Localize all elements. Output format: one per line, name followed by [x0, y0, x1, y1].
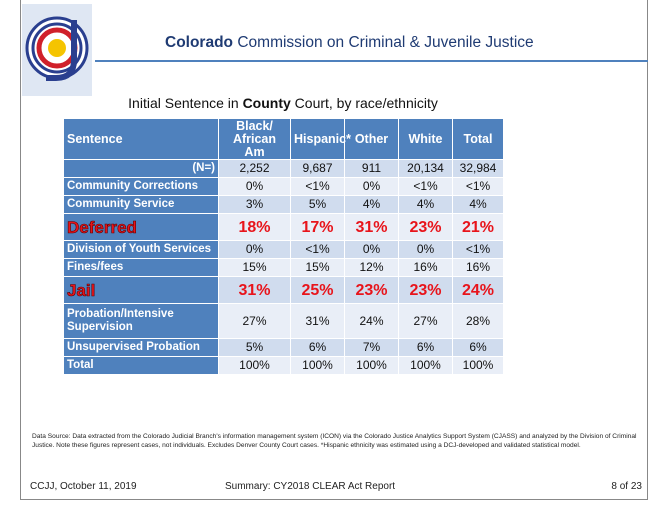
cell: <1%: [452, 240, 504, 259]
cell: 4%: [452, 195, 504, 214]
cell: <1%: [398, 177, 453, 196]
row-label: Fines/fees: [63, 258, 219, 277]
column-header: Sentence: [63, 118, 219, 160]
cell: 3%: [218, 195, 291, 214]
row-label: Jail: [63, 276, 219, 304]
cell: 28%: [452, 303, 504, 339]
table-row: Community Service 3% 5% 4% 4% 4%: [63, 195, 504, 214]
cell: 16%: [398, 258, 453, 277]
footer-left: CCJJ, October 11, 2019: [30, 481, 137, 492]
cell: <1%: [452, 177, 504, 196]
cell: <1%: [290, 177, 345, 196]
title-part: Initial Sentence in: [128, 95, 243, 111]
cell: 31%: [218, 276, 291, 304]
cell: <1%: [290, 240, 345, 259]
header-title-rest: Commission on Criminal & Juvenile Justic…: [237, 34, 534, 51]
header-rule: [95, 60, 648, 62]
table: Sentence Black/ African Am Hispanic* Other W…: [63, 118, 504, 375]
table-row: Community Corrections 0% <1% 0% <1% <1%: [63, 177, 504, 196]
cell: 23%: [398, 213, 453, 241]
cell: 23%: [398, 276, 453, 304]
cell: 6%: [290, 338, 345, 357]
table-row: Probation/Intensive Supervision 27% 31% 24%…: [63, 303, 504, 339]
source-note: Data Source: Data extracted from the Col…: [32, 433, 637, 449]
cell: 4%: [344, 195, 399, 214]
header-row: Sentence Black/ African Am Hispanic* Other W…: [63, 118, 504, 160]
footer-right: 8 of 23: [611, 481, 642, 492]
cell: 100%: [452, 356, 504, 375]
title-part: Court, by race/ethnicity: [290, 95, 438, 111]
table-body: (N=) 2,252 9,687 911 20,134 32,984 Community C…: [63, 159, 504, 375]
row-label: Community Service: [63, 195, 219, 214]
cell: 27%: [398, 303, 453, 339]
cell: 12%: [344, 258, 399, 277]
cell: 20,134: [398, 159, 453, 178]
table-row: Total 100% 100% 100% 100% 100%: [63, 356, 504, 375]
cell: 0%: [218, 177, 291, 196]
column-header: White: [398, 118, 453, 160]
table-row: Deferred 18% 17% 31% 23% 21%: [63, 213, 504, 241]
footer-center: Summary: CY2018 CLEAR Act Report: [225, 481, 396, 492]
cell: 6%: [452, 338, 504, 357]
cell: 6%: [398, 338, 453, 357]
logo-center: [48, 39, 66, 57]
cell: 18%: [218, 213, 291, 241]
slide-frame: [20, 0, 648, 500]
cell: 911: [344, 159, 399, 178]
cell: 15%: [290, 258, 345, 277]
header-title: Colorado Commission on Criminal & Juveni…: [165, 34, 534, 52]
cell: 0%: [398, 240, 453, 259]
cell: 0%: [344, 240, 399, 259]
cell: 100%: [218, 356, 291, 375]
header-title-bold: Colorado: [165, 34, 234, 51]
cell: 7%: [344, 338, 399, 357]
row-label: Community Corrections: [63, 177, 219, 196]
table-row: (N=) 2,252 9,687 911 20,134 32,984: [63, 159, 504, 178]
row-label: Unsupervised Probation: [63, 338, 219, 357]
row-label: Total: [63, 356, 219, 375]
cell: 4%: [398, 195, 453, 214]
cell: 21%: [452, 213, 504, 241]
logo-ring: [31, 22, 83, 74]
cell: 5%: [290, 195, 345, 214]
cell: 27%: [218, 303, 291, 339]
cell: 24%: [452, 276, 504, 304]
cell: 15%: [218, 258, 291, 277]
cell: 2,252: [218, 159, 291, 178]
row-label: Division of Youth Services: [63, 240, 219, 259]
cell: 100%: [290, 356, 345, 375]
table-title: Initial Sentence in County Court, by rac…: [63, 95, 503, 111]
column-header: Black/ African Am: [218, 118, 291, 160]
table-row: Fines/fees 15% 15% 12% 16% 16%: [63, 258, 504, 277]
row-label: Deferred: [63, 213, 219, 241]
cell: 0%: [218, 240, 291, 259]
logo-j: [46, 20, 77, 81]
table-row: Jail 31% 25% 23% 23% 24%: [63, 276, 504, 304]
column-header: Total: [452, 118, 504, 160]
cell: 0%: [344, 177, 399, 196]
cell: 9,687: [290, 159, 345, 178]
table-row: Division of Youth Services 0% <1% 0% 0% <1%: [63, 240, 504, 259]
row-label: (N=): [63, 159, 219, 178]
title-part: County: [242, 95, 291, 111]
cell: 17%: [290, 213, 345, 241]
column-header: Other: [344, 118, 399, 160]
column-header: Hispanic*: [290, 118, 351, 160]
cell: 25%: [290, 276, 345, 304]
cell: 31%: [344, 213, 399, 241]
cell: 23%: [344, 276, 399, 304]
cell: 5%: [218, 338, 291, 357]
cell: 31%: [290, 303, 345, 339]
cell: 32,984: [452, 159, 504, 178]
row-label: Probation/Intensive Supervision: [63, 303, 219, 339]
cell: 16%: [452, 258, 504, 277]
cell: 100%: [344, 356, 399, 375]
cell: 100%: [398, 356, 453, 375]
cell: 24%: [344, 303, 399, 339]
logo: [22, 4, 92, 96]
table-row: Unsupervised Probation 5% 6% 7% 6% 6%: [63, 338, 504, 357]
